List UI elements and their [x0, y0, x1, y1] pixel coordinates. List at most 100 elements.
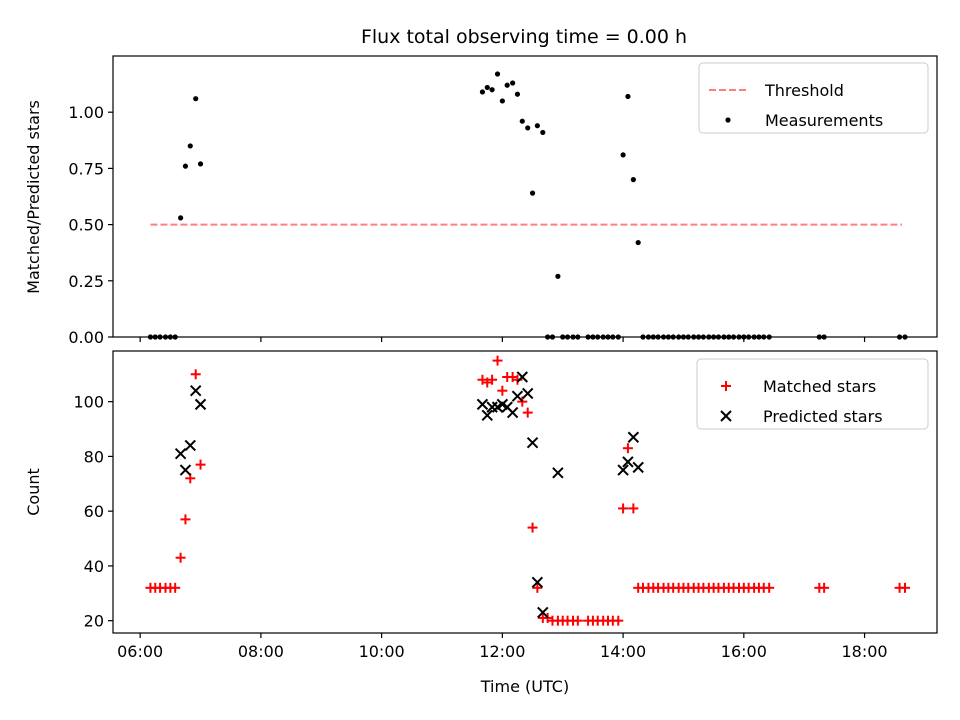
legend-label: Measurements [765, 111, 883, 130]
y-tick-label: 60 [84, 502, 104, 521]
data-point [635, 239, 641, 246]
data-point [572, 615, 583, 626]
data-point [489, 87, 495, 93]
data-point-b [516, 371, 528, 383]
chart-title: Flux total observing time = 0.00 h [361, 26, 687, 48]
data-point [184, 439, 196, 452]
data-point [494, 71, 501, 77]
data-point-b [531, 576, 544, 589]
data-point [525, 125, 531, 131]
data-point-b [179, 464, 192, 476]
y-tick-label: 0.00 [68, 328, 104, 347]
data-point-b [632, 461, 644, 474]
data-point-b [189, 384, 202, 397]
x-tick-label: 14:00 [600, 642, 646, 661]
data-point [481, 409, 493, 422]
legend-label: Matched stars [763, 377, 876, 396]
data-point [514, 91, 521, 97]
y-tick-label: 0.25 [68, 272, 104, 291]
data-point-b [627, 431, 640, 443]
data-point-b [174, 447, 187, 460]
x-tick-label: 18:00 [842, 642, 888, 661]
axes-frame [112, 350, 938, 634]
data-point [516, 371, 528, 383]
data-point [627, 431, 640, 443]
x-tick-label: 16:00 [721, 642, 767, 661]
y-axis-label: Matched/Predicted stars [24, 100, 43, 294]
data-point [492, 355, 503, 366]
data-point [534, 123, 540, 129]
data-point [628, 503, 639, 514]
data-point [630, 177, 636, 183]
legend-box [696, 358, 929, 430]
x-tick-label: 10:00 [359, 642, 405, 661]
data-point [529, 190, 536, 196]
data-point [487, 374, 498, 385]
data-point [175, 552, 186, 563]
y-tick-label: 40 [84, 557, 104, 576]
data-point [506, 406, 519, 419]
data-point-b [501, 401, 513, 413]
x-tick-label: 06:00 [117, 642, 163, 661]
data-point-b [526, 437, 539, 449]
data-point [497, 385, 508, 396]
axes-frame [112, 55, 938, 338]
data-point [526, 437, 539, 449]
data-point-b [511, 390, 524, 402]
legend-swatch [725, 117, 731, 123]
x-tick-label: 12:00 [479, 642, 525, 661]
data-point [622, 456, 634, 468]
data-point [189, 384, 202, 397]
data-point [476, 398, 489, 411]
data-point-b [537, 606, 549, 619]
data-point [620, 152, 626, 158]
data-point [519, 118, 525, 124]
data-point [510, 80, 516, 86]
data-point [197, 161, 204, 167]
data-point [900, 582, 911, 593]
legend-swatch-b [720, 410, 732, 422]
bottom-legend: Matched stars Predicted stars [696, 358, 929, 430]
data-point [517, 396, 528, 407]
data-point-b [476, 398, 489, 411]
x-axis-label: Time (UTC) [480, 677, 569, 696]
series-predicted-stars [174, 371, 644, 619]
legend-box [698, 62, 929, 134]
data-point [179, 464, 192, 476]
top-panel: 0.00 0.25 0.50 0.75 1.00 Matched/Predicted st… [24, 55, 938, 347]
data-point-b [496, 398, 509, 411]
data-point [479, 89, 486, 95]
legend-label: Predicted stars [763, 407, 883, 426]
data-point-b [522, 387, 534, 400]
data-point-b [617, 464, 629, 476]
data-point [622, 443, 633, 454]
data-point [484, 84, 490, 91]
data-point [632, 461, 644, 474]
data-point [617, 464, 629, 476]
data-point [511, 390, 524, 402]
data-point [194, 398, 207, 411]
legend-swatch [720, 410, 732, 422]
data-point [187, 143, 193, 149]
data-point-b [194, 398, 207, 411]
y-tick-label: 0.75 [68, 159, 104, 178]
data-point [613, 615, 624, 626]
data-point-b [184, 439, 196, 452]
top-legend: Threshold Measurements [698, 62, 929, 134]
data-point [764, 582, 775, 593]
y-tick-label: 0.50 [68, 216, 104, 235]
data-point [540, 129, 546, 136]
data-point-b [481, 409, 493, 422]
legend-swatch [721, 381, 731, 391]
data-point [522, 387, 534, 400]
data-point [531, 576, 544, 589]
data-point [180, 514, 191, 525]
data-point [499, 98, 505, 104]
data-point [527, 522, 538, 533]
data-point [532, 582, 543, 593]
data-point [537, 606, 549, 619]
data-point [522, 407, 533, 418]
data-point [504, 82, 510, 88]
data-point-b [552, 467, 564, 479]
data-point [552, 467, 564, 479]
